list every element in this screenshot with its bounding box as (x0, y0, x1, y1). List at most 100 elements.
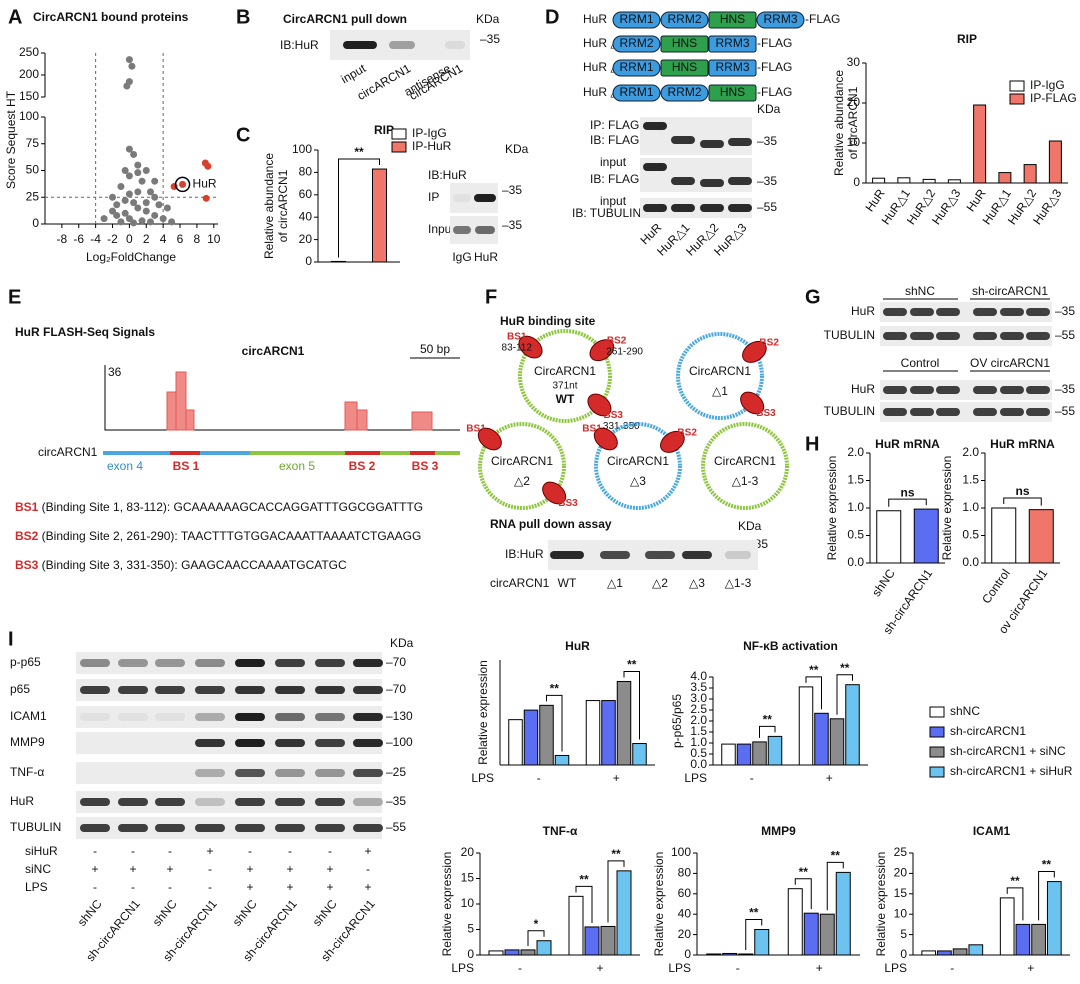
legend-label: IP-IgG (1030, 78, 1065, 92)
bar (835, 871, 851, 956)
segment-label: exon 4 (107, 459, 143, 473)
domain (612, 59, 661, 77)
x-tick-label: -2 (107, 232, 118, 246)
y-tick-label: 10 (894, 906, 908, 920)
significance-label: ** (611, 847, 621, 861)
blot-band (883, 332, 907, 340)
y-tick-label: 20 (847, 95, 861, 109)
bar (937, 950, 952, 956)
blot-band (195, 713, 225, 721)
point (121, 196, 129, 204)
x-tick-label: shNC (869, 566, 898, 599)
blot (76, 706, 382, 728)
row-label: MMP9 (10, 735, 45, 749)
marker-label: –35 (1055, 382, 1075, 396)
blot-band (353, 824, 383, 832)
legend-label: sh-circARCN1 + siHuR (950, 764, 1073, 778)
kda-label: KDa (738, 519, 762, 533)
blot-band (275, 713, 305, 721)
blot-band (195, 686, 225, 694)
blot-band (80, 739, 110, 747)
blot (76, 762, 382, 784)
bar (600, 925, 616, 956)
significance-label: ** (809, 663, 819, 677)
point (151, 211, 159, 219)
marker-label: –55 (1055, 404, 1075, 418)
bar (897, 177, 911, 184)
bar (787, 888, 803, 956)
binding-site (587, 393, 612, 417)
y-tick-label: 20 (299, 232, 313, 246)
binding-site (593, 427, 618, 451)
row-label: ICAM1 (10, 709, 47, 723)
condition-value: - (328, 844, 332, 858)
kda-label: KDa (476, 12, 500, 26)
bar (767, 735, 783, 766)
site-label: BS2 (759, 337, 779, 348)
row-label: IB: FLAG (590, 133, 639, 147)
y-tick-label: 1.0 (847, 500, 864, 514)
circle-name: CircARCN1 (534, 364, 596, 378)
blot-band (671, 204, 695, 212)
y-tick-label: 80 (299, 165, 313, 179)
x-tick-label: - (950, 961, 954, 975)
blot-band (195, 769, 225, 777)
y-tick-label: 3.5 (690, 680, 707, 694)
legend-swatch (929, 746, 945, 758)
marker-label: –35 (757, 174, 777, 188)
bar (488, 950, 504, 956)
blot-band (155, 798, 185, 806)
blot-band (445, 41, 465, 49)
y-tick-label: 0.5 (847, 528, 864, 542)
segment-label: BS 2 (349, 459, 376, 473)
signal-bar (411, 411, 433, 431)
y-tick-label: 1.5 (962, 473, 979, 487)
condition-value: + (326, 880, 333, 894)
blot-band (353, 769, 383, 777)
signal-bar (185, 409, 195, 431)
domain (612, 84, 661, 102)
point (130, 150, 138, 158)
y-axis-label: Relative expression (940, 456, 954, 561)
condition-value: - (93, 844, 97, 858)
marker-label: –35 (386, 794, 406, 808)
condition-value: + (326, 862, 333, 876)
bar (372, 168, 387, 263)
bar (845, 684, 860, 766)
significance-label: ** (763, 713, 773, 727)
lane-label: shNC (75, 897, 105, 929)
blot-band (235, 686, 265, 694)
blot-band (1000, 308, 1024, 316)
blot-band (700, 179, 724, 187)
tag-label: -FLAG (757, 60, 792, 74)
condition-value: - (131, 880, 135, 894)
blot-band (1000, 408, 1024, 416)
significance-bracket (888, 498, 927, 507)
site-label: BS3 (604, 410, 624, 421)
x-tick-label: 10 (207, 232, 221, 246)
blot-band (725, 551, 751, 559)
domain-label: RRM3 (715, 60, 749, 74)
rna-circle (478, 422, 566, 510)
gene-label: circARCN1 (242, 344, 305, 358)
y-tick-label: 30 (847, 55, 861, 69)
significance-label: ns (900, 485, 914, 499)
chart-title: RIP (374, 123, 394, 137)
marker-label: –70 (386, 655, 406, 669)
row-label: input (600, 155, 627, 169)
blot-band (910, 332, 934, 340)
site-range: 261-290 (606, 347, 643, 358)
significance-bracket (745, 919, 763, 950)
x-tick-label: 6 (177, 232, 184, 246)
x-tick-label: 0 (126, 232, 133, 246)
blot-band (195, 798, 225, 806)
panel-letter: B (236, 6, 250, 28)
lane-label: WT (558, 576, 577, 590)
point (121, 167, 129, 174)
x-tick-label: + (826, 771, 833, 785)
blot-band (600, 551, 630, 559)
blot (880, 326, 1052, 346)
circle-name: CircARCN1 (714, 454, 776, 468)
point (109, 193, 117, 201)
lane-label: shNC (310, 897, 340, 929)
